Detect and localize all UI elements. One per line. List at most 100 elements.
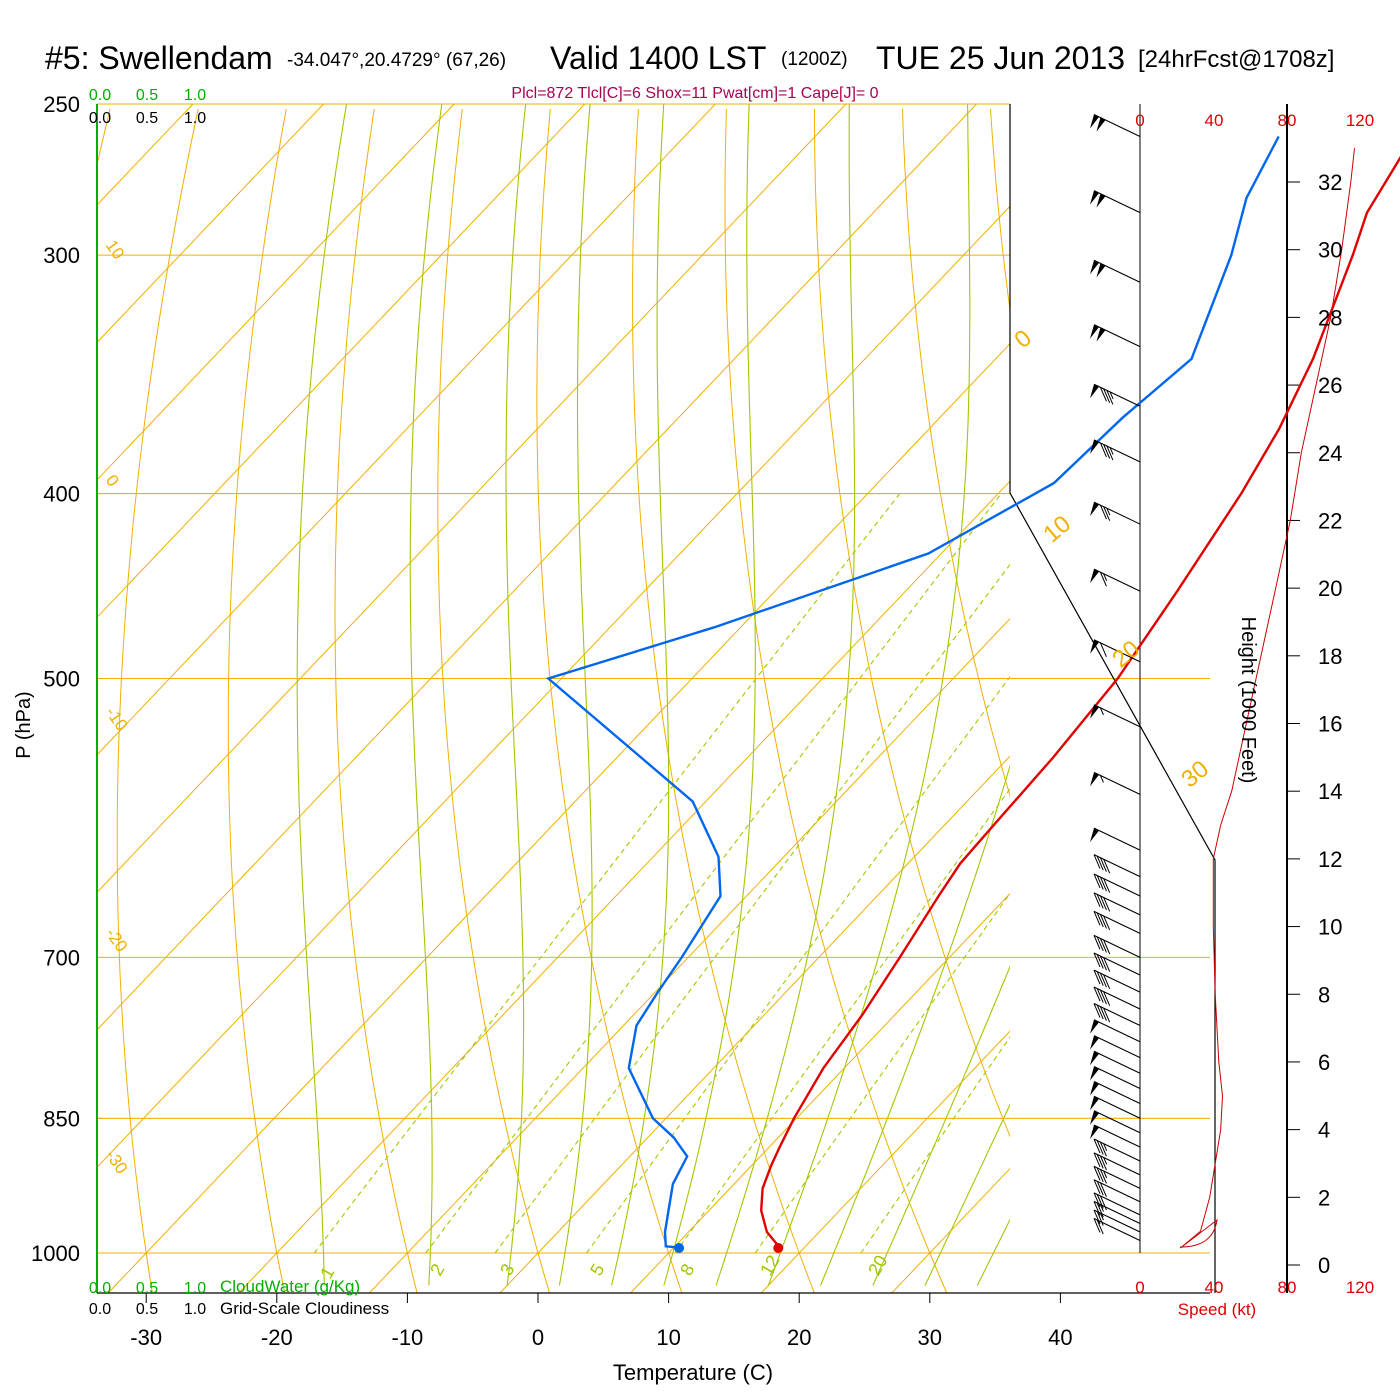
wind-barb-full (1099, 387, 1107, 402)
wind-barb-staff (1093, 259, 1141, 283)
wind-barb-half (1103, 573, 1108, 581)
dry-adiabat-line (1343, 109, 1400, 1293)
moist-adiabat-line (505, 104, 527, 1286)
wind-barb-full (1093, 892, 1101, 908)
dry-adiabat-label: 10 (102, 236, 128, 262)
wind-barb (1090, 639, 1141, 663)
dry-adiabat-label: 0 (102, 471, 123, 490)
wind-barb (1093, 986, 1141, 1010)
speed-tick-label-top: 120 (1346, 111, 1374, 130)
wind-barb-full (1093, 1201, 1101, 1216)
height-tick-label: 6 (1318, 1050, 1330, 1075)
wind-barb (1090, 324, 1141, 348)
wind-barb-flag (1090, 1125, 1100, 1140)
valid-time: Valid 1400 LST (550, 40, 767, 76)
cloudwater-tick-bottom: 0.5 (136, 1280, 158, 1297)
wind-barb-half (1106, 508, 1111, 516)
mixing-ratio-line (586, 675, 1010, 1254)
x-tick-label: 20 (787, 1325, 811, 1350)
height-tick-label: 22 (1318, 508, 1342, 533)
wind-barb-full (1096, 912, 1104, 928)
cloudiness-tick-top: 1.0 (184, 110, 206, 127)
wind-barb-staff (1093, 1217, 1141, 1241)
wind-barb-flag (1090, 502, 1100, 517)
speed-tick-label-bottom: 40 (1205, 1278, 1224, 1297)
wind-barb (1093, 1152, 1141, 1176)
wind-barb-full (1103, 388, 1111, 404)
cloudiness-tick-bottom: 0.5 (136, 1301, 158, 1318)
wind-barb-full (1099, 895, 1107, 911)
wind-barb-half (1103, 1143, 1108, 1151)
speed-tick-label-top: 40 (1205, 111, 1224, 130)
wind-barb-full (1096, 1194, 1104, 1209)
mixing-ratio-line (425, 493, 1002, 1254)
wind-barb-flag (1096, 263, 1106, 278)
height-tick-label: 0 (1318, 1253, 1330, 1278)
moist-adiabat-line (558, 104, 593, 1286)
wind-barb-half (1109, 391, 1114, 400)
wind-speed-profile-line (1179, 148, 1355, 1249)
wind-barb (1090, 568, 1141, 592)
wind-barb (1090, 827, 1141, 851)
wind-barb-full (1099, 989, 1107, 1005)
wind-barb-flag (1090, 639, 1100, 654)
wind-barb-staff (1093, 986, 1141, 1010)
wind-barb-full (1099, 504, 1107, 520)
wind-barb-staff (1093, 1138, 1141, 1162)
wind-barb-full (1096, 1167, 1104, 1183)
stability-indices: Plcl=872 Tlcl[C]=6 Shox=11 Pwat[cm]=1 Ca… (511, 85, 878, 102)
wind-barb-flag (1090, 828, 1100, 843)
wind-barb-full (1093, 952, 1101, 968)
wind-barb-staff (1093, 910, 1141, 934)
wind-barb-flag (1090, 439, 1100, 454)
hodo-frame-line (1009, 104, 1216, 1293)
wind-barb-full (1099, 442, 1107, 458)
cloudiness-tick-top: 0.5 (136, 110, 158, 127)
height-tick-label: 12 (1318, 847, 1342, 872)
wind-barb-full (1103, 444, 1111, 459)
wind-barb-full (1099, 857, 1107, 872)
wind-barb (1090, 1066, 1141, 1090)
surface-temperature-dot (773, 1243, 784, 1253)
isotherm-line (1153, 104, 1400, 1293)
wind-barb-flag (1090, 1051, 1100, 1066)
wind-barb-full (1096, 875, 1104, 890)
wind-barb (1093, 1192, 1141, 1216)
wind-barb-full (1103, 897, 1111, 912)
cloudwater-title: CloudWater (g/Kg) (220, 1277, 360, 1296)
wind-barb-full (1103, 957, 1111, 972)
wind-barb-full (1099, 1006, 1107, 1021)
wind-barb-full (1099, 938, 1107, 953)
wind-barb-staff (1093, 568, 1141, 592)
moist-adiabat-line (715, 104, 856, 1286)
x-axis-title: Temperature (C) (613, 1360, 773, 1385)
moist-adiabat-line (767, 104, 971, 1286)
height-tick-label: 20 (1318, 576, 1342, 601)
p-tick-label: 500 (43, 667, 80, 692)
dry-adiabat-line (116, 108, 199, 1293)
wind-barb-half (1109, 447, 1114, 455)
wind-barb-full (1103, 991, 1111, 1006)
speed-tick-label-bottom: 0 (1135, 1278, 1144, 1297)
x-tick-label: 0 (532, 1325, 544, 1350)
height-tick-label: 18 (1318, 644, 1342, 669)
height-tick-label: 30 (1318, 238, 1342, 263)
wind-barb (1093, 934, 1141, 958)
wind-barb-full (1096, 1211, 1104, 1226)
wind-barb (1093, 1209, 1141, 1233)
height-tick-label: 2 (1318, 1185, 1330, 1210)
wind-barb-staff (1093, 1110, 1141, 1134)
wind-barb-full (1096, 1154, 1104, 1169)
isotherm-label: 30 (1176, 755, 1214, 793)
wind-barb (1093, 969, 1141, 993)
p-tick-label: 400 (43, 482, 80, 507)
speed-axis-title: Speed (kt) (1178, 1300, 1256, 1319)
wind-barb (1090, 439, 1141, 463)
wind-barb-half (1099, 707, 1104, 716)
wind-barb-half (1103, 1157, 1108, 1165)
wind-barb-half (1103, 1170, 1108, 1179)
clipped-lines (97, 104, 1400, 1293)
wind-barb (1090, 1095, 1141, 1119)
